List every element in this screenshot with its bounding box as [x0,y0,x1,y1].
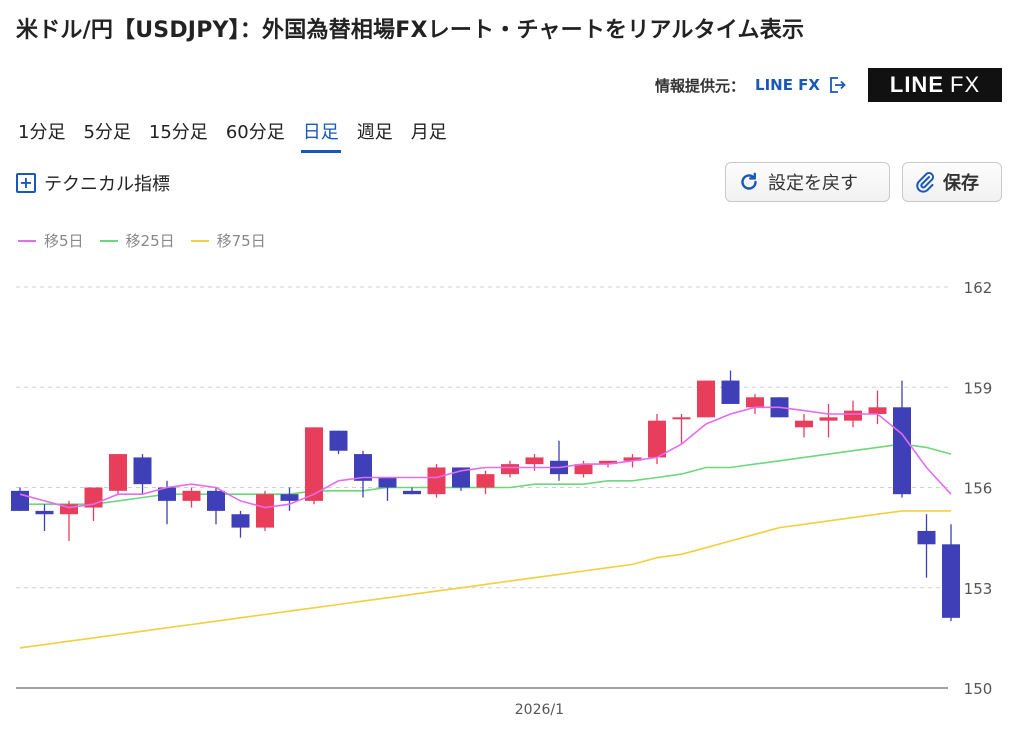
x-tick-label: 2026/1 [515,702,564,718]
logo-sub-text: FX [950,72,981,97]
reset-settings-label: 設定を戻す [768,173,858,194]
candle-body [525,457,544,465]
candle-body [844,410,862,421]
candle-body [574,464,593,475]
candle-body [599,460,617,465]
plus-icon: + [16,173,36,193]
y-tick-label: 159 [964,379,993,397]
candle-body [280,494,299,501]
ma5-line [19,406,952,509]
candle-body [305,427,323,501]
line-fx-logo[interactable]: LINE FX [868,68,1002,102]
candle-body [60,504,78,515]
candle-body [182,490,201,501]
timeframe-tabs: 1分足 5分足 15分足 60分足 日足 週足 月足 [16,116,449,153]
candle-body [795,420,813,428]
candle-body [35,510,54,515]
legend-ma75-swatch [190,239,209,242]
candle-body [11,490,29,511]
legend-ma75: 移75日 [190,230,266,251]
y-tick-label: 150 [964,680,993,698]
technical-indicators-label: テクニカル指標 [44,174,170,195]
candle-body [942,544,960,618]
candle-body [158,487,176,501]
candle-body [403,490,421,495]
logo-main-text: LINE [889,72,944,97]
tab-15min[interactable]: 15分足 [148,122,208,143]
external-link-icon [830,77,846,93]
legend-ma75-label: 移75日 [216,232,266,250]
save-label: 保存 [943,173,979,194]
candle-body [476,474,495,488]
technical-indicators-button[interactable]: + テクニカル指標 [16,170,170,196]
candle-body [746,397,764,408]
candle-body [378,477,397,488]
candle-body [648,420,666,458]
candle-body [354,454,372,481]
candle-body [133,457,152,485]
candle-body [868,407,887,414]
candle-body [109,454,127,491]
provider-label: 情報提供元： [655,76,746,95]
legend-ma25-label: 移25日 [125,232,175,250]
legend-ma5: 移5日 [18,230,84,251]
y-tick-label: 162 [964,279,993,297]
tab-monthly[interactable]: 月足 [410,122,447,143]
tab-5min[interactable]: 5分足 [83,122,131,143]
tab-weekly[interactable]: 週足 [356,122,393,143]
candle-body [207,490,225,511]
candle-body [917,530,936,545]
legend-ma25-swatch [99,239,118,242]
candle-body [697,380,715,418]
provider-info: 情報提供元： LINE FX LINE FX [655,68,1002,102]
candle-body [427,467,446,495]
legend-ma5-swatch [18,239,36,242]
tab-1min[interactable]: 1分足 [18,122,66,143]
candle-body [623,457,642,461]
candle-body [893,407,911,495]
tab-daily[interactable]: 日足 [300,116,341,153]
y-tick-label: 153 [964,580,993,598]
provider-link-text[interactable]: LINE FX [755,76,820,94]
refresh-icon [741,172,757,190]
y-tick-label: 156 [964,480,993,498]
reset-settings-button[interactable]: 設定を戻す [725,162,890,202]
candle-body [501,464,519,475]
legend-ma5-label: 移5日 [44,232,84,250]
candle-body [819,417,838,421]
candle-body [256,494,274,528]
tab-60min[interactable]: 60分足 [225,122,285,143]
page-title: 米ドル/円【USDJPY】：外国為替相場FXレート・チャートをリアルタイム表示 [16,18,805,43]
candlestick-chart[interactable]: 150 153 156 159 162 2026/1 [0,260,1024,730]
save-button[interactable]: 保存 [902,162,1002,202]
candle-body [329,430,348,451]
provider-link[interactable]: LINE FX [755,76,846,94]
candle-body [231,514,250,528]
candle-body [672,417,691,420]
paperclip-icon [916,172,934,193]
chart-legend: 移5日 移25日 移75日 [18,230,266,251]
ma75-line [19,510,951,649]
legend-ma25: 移25日 [99,230,175,251]
candle-body [721,380,740,404]
